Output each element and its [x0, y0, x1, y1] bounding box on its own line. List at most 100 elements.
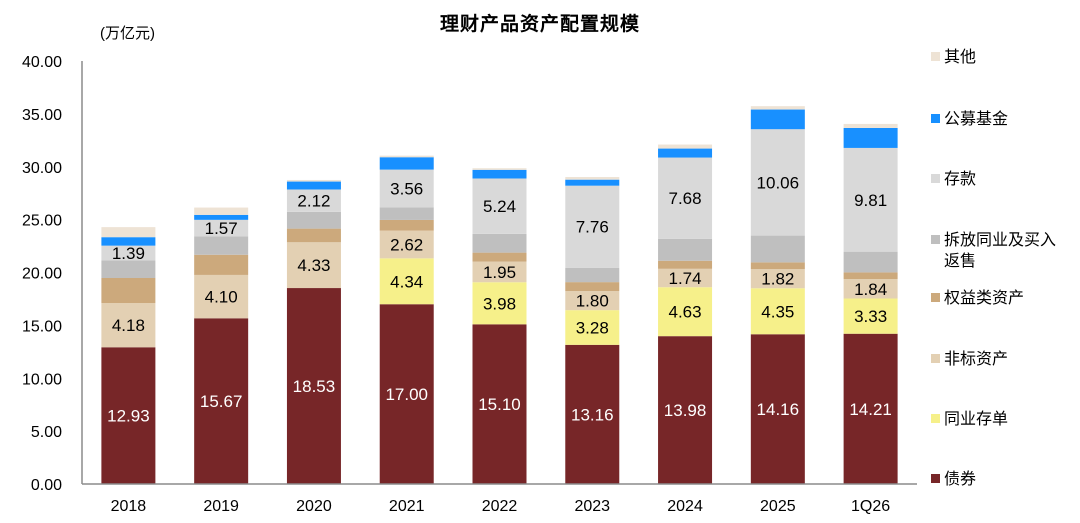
data-label: 4.34 [390, 272, 423, 291]
bar-segment-2025-3 [750, 262, 805, 270]
data-label: 4.63 [669, 303, 702, 322]
bar-segment-2021-0 [379, 304, 434, 484]
data-label: 5.24 [483, 197, 516, 216]
data-label: 3.33 [854, 307, 887, 326]
data-label: 2.62 [390, 235, 423, 254]
x-tick-label: 2021 [389, 498, 425, 515]
bar-segment-2018-4 [101, 260, 156, 278]
data-label: 3.28 [576, 318, 609, 337]
data-label: 15.67 [200, 392, 243, 411]
bar-segment-2018-5 [101, 245, 156, 261]
data-label: 1.95 [483, 263, 516, 282]
data-label: 3.98 [483, 294, 516, 313]
bar-segment-2023-3 [565, 282, 620, 292]
y-tick-label: 15.00 [22, 318, 62, 335]
bar-segment-2025-5 [750, 129, 805, 236]
data-label: 1.84 [854, 280, 887, 299]
data-label: 4.35 [761, 302, 794, 321]
bar-segment-2025-2 [750, 269, 805, 289]
legend-item: 其他 [931, 47, 1062, 68]
legend-item: 同业存单 [931, 409, 1062, 430]
data-label: 18.53 [293, 377, 336, 396]
y-axis: 0.00 5.00 10.00 15.00 20.00 25.00 30.00 35.00 40… [22, 54, 83, 494]
data-label: 4.18 [112, 316, 145, 335]
data-label: 1.74 [669, 269, 702, 288]
legend-label: 债券 [944, 471, 977, 488]
data-label: 12.93 [107, 407, 150, 426]
legend-swatch [931, 114, 940, 123]
bar-segment-2022-0 [472, 324, 527, 484]
bar-segment-2024-5 [658, 157, 713, 239]
legend-swatch [931, 174, 940, 183]
bar-segment-2023-1 [565, 310, 620, 345]
y-tick-label: 30.00 [22, 160, 62, 177]
bar-segment-1Q26-5 [843, 147, 898, 252]
bar-segment-2025-7 [750, 106, 805, 110]
bar-segment-2023-6 [565, 179, 620, 186]
legend-label: 拆放同业及买入返售 [944, 232, 1057, 270]
bar-segment-2020-3 [286, 228, 341, 243]
bar-segment-2019-2 [194, 274, 249, 319]
bar-segment-2019-6 [194, 214, 249, 220]
legend-swatch [931, 474, 940, 483]
bar-segment-2021-3 [379, 219, 434, 231]
bar-segment-1Q26-1 [843, 298, 898, 334]
data-label: 14.16 [757, 400, 800, 419]
legend-item: 债券 [931, 469, 1062, 490]
bar-segment-2019-3 [194, 254, 249, 275]
bar-segment-2025-6 [750, 109, 805, 130]
bar-segment-1Q26-0 [843, 333, 898, 484]
bar-segment-1Q26-4 [843, 251, 898, 273]
data-label: 13.16 [571, 405, 614, 424]
bar-segment-2018-7 [101, 227, 156, 238]
y-tick-label: 35.00 [22, 107, 62, 124]
data-label: 14.21 [849, 400, 892, 419]
data-label: 7.76 [576, 218, 609, 237]
x-tick-label: 2023 [574, 498, 610, 515]
x-tick-label: 1Q26 [851, 498, 890, 515]
y-axis-unit-label: (万亿元) [100, 25, 155, 42]
bar-segment-2023-7 [565, 177, 620, 180]
y-tick-label: 0.00 [31, 477, 62, 494]
legend-label: 权益类资产 [944, 290, 1025, 307]
x-tick-label: 2022 [482, 498, 518, 515]
bar-segment-2023-5 [565, 185, 620, 268]
legend-item: 权益类资产 [931, 288, 1062, 309]
data-label: 9.81 [854, 191, 887, 210]
bar-segment-2023-4 [565, 267, 620, 283]
legend: 其他 公募基金 存款 拆放同业及买入返售 权益类资产 非标资产 同业存单 债券 [931, 0, 1080, 523]
legend-item: 非标资产 [931, 349, 1062, 370]
data-labels-group: 12.93 4.18 1.39 15.67 4.10 1.57 18.53 4.33 2.12 1… [107, 173, 892, 425]
bar-segment-2018-3 [101, 277, 156, 304]
data-label: 13.98 [664, 401, 707, 420]
bar-segment-2021-5 [379, 169, 434, 208]
bar-segment-1Q26-6 [843, 127, 898, 148]
bar-segment-2020-7 [286, 179, 341, 182]
data-label: 1.80 [576, 292, 609, 311]
bar-segment-2022-4 [472, 233, 527, 253]
bar-segment-1Q26-7 [843, 123, 898, 128]
data-label: 3.56 [390, 179, 423, 198]
bar-segment-2018-0 [101, 347, 156, 484]
legend-label: 其他 [944, 49, 977, 66]
data-label: 4.33 [297, 256, 330, 275]
data-label: 1.82 [761, 270, 794, 289]
bar-segment-2025-0 [750, 334, 805, 484]
bar-segment-2018-6 [101, 237, 156, 246]
y-tick-label: 10.00 [22, 371, 62, 388]
y-tick-label: 20.00 [22, 266, 62, 283]
bar-segment-2019-0 [194, 318, 249, 484]
legend-swatch [931, 354, 940, 363]
x-tick-label: 2024 [667, 498, 703, 515]
bar-segment-2021-7 [379, 155, 434, 158]
bar-segment-2024-1 [658, 287, 713, 337]
bar-segment-2022-5 [472, 178, 527, 234]
bar-segment-2020-0 [286, 288, 341, 484]
bar-segment-2020-5 [286, 189, 341, 212]
y-tick-label: 40.00 [22, 54, 62, 71]
bar-segment-2024-7 [658, 144, 713, 149]
legend-item: 拆放同业及买入返售 [931, 230, 1062, 272]
data-label: 17.00 [385, 385, 428, 404]
bar-segment-2022-2 [472, 261, 527, 283]
